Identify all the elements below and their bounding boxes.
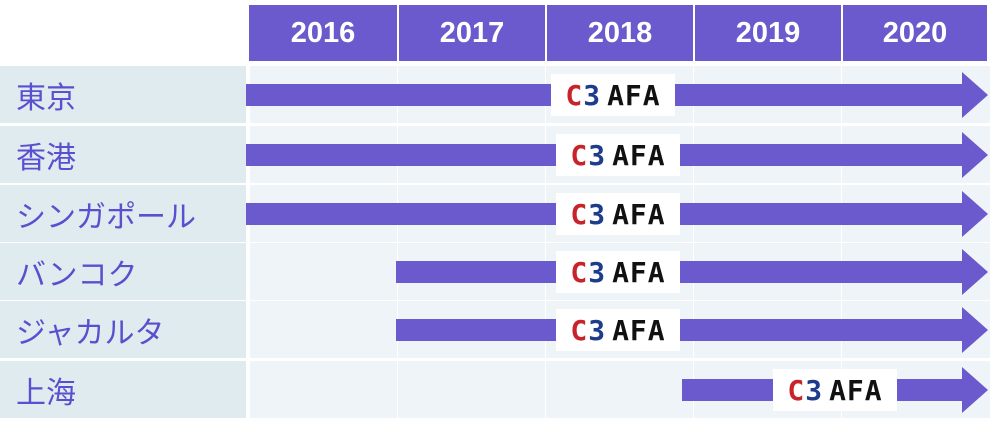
arrow-shaft [396,261,964,283]
year-header-2020: 2020 [841,5,987,61]
timeline-arrow [396,307,988,353]
city-label: バンコク [0,243,246,300]
logo-c: C [565,78,584,112]
logo-afa: AFA [829,373,883,407]
grid-cell [249,301,397,358]
arrow-head-icon [962,249,988,295]
c3afa-logo-icon: C 3 AFA [556,134,680,176]
logo-c: C [570,313,589,347]
arrow-head-icon [962,72,988,118]
timeline-row-tokyo: 東京 C 3 AFA [0,66,990,123]
arrow-head-icon [962,367,988,413]
grid-cell [397,361,545,418]
grid-cell [545,361,693,418]
c3afa-logo-icon: C 3 AFA [773,369,897,411]
logo-3: 3 [583,78,602,112]
grid-cell [249,243,397,300]
arrow-head-icon [962,132,988,178]
city-label: シンガポール [0,185,246,242]
logo-afa: AFA [607,78,661,112]
city-label: ジャカルタ [0,301,246,358]
year-header-2018: 2018 [545,5,693,61]
logo-c: C [570,255,589,289]
logo-3: 3 [805,373,824,407]
arrow-head-icon [962,307,988,353]
timeline-row-bangkok: バンコク C 3 AFA [0,243,990,300]
city-label: 上海 [0,361,246,418]
arrow-shaft [396,319,964,341]
c3afa-logo-icon: C 3 AFA [556,309,680,351]
logo-3: 3 [588,138,607,172]
logo-c: C [570,138,589,172]
logo-afa: AFA [612,138,666,172]
timeline-arrow [396,249,988,295]
c3afa-logo-icon: C 3 AFA [556,251,680,293]
logo-c: C [787,373,806,407]
logo-afa: AFA [612,255,666,289]
logo-3: 3 [588,255,607,289]
timeline-row-singapore: シンガポール C 3 AFA [0,185,990,242]
grid-cell [249,361,397,418]
c3afa-logo-icon: C 3 AFA [556,193,680,235]
logo-3: 3 [588,313,607,347]
city-label: 香港 [0,126,246,183]
c3afa-logo-icon: C 3 AFA [551,74,675,116]
arrow-head-icon [962,191,988,237]
city-label: 東京 [0,66,246,123]
timeline-row-shanghai: 上海 C 3 AFA [0,361,990,418]
year-header-2017: 2017 [397,5,545,61]
logo-afa: AFA [612,197,666,231]
year-header-2019: 2019 [693,5,841,61]
year-header-2016: 2016 [249,5,397,61]
logo-3: 3 [588,197,607,231]
logo-c: C [570,197,589,231]
timeline-row-hong-kong: 香港 C 3 AFA [0,126,990,183]
logo-afa: AFA [612,313,666,347]
timeline-row-jakarta: ジャカルタ C 3 AFA [0,301,990,358]
